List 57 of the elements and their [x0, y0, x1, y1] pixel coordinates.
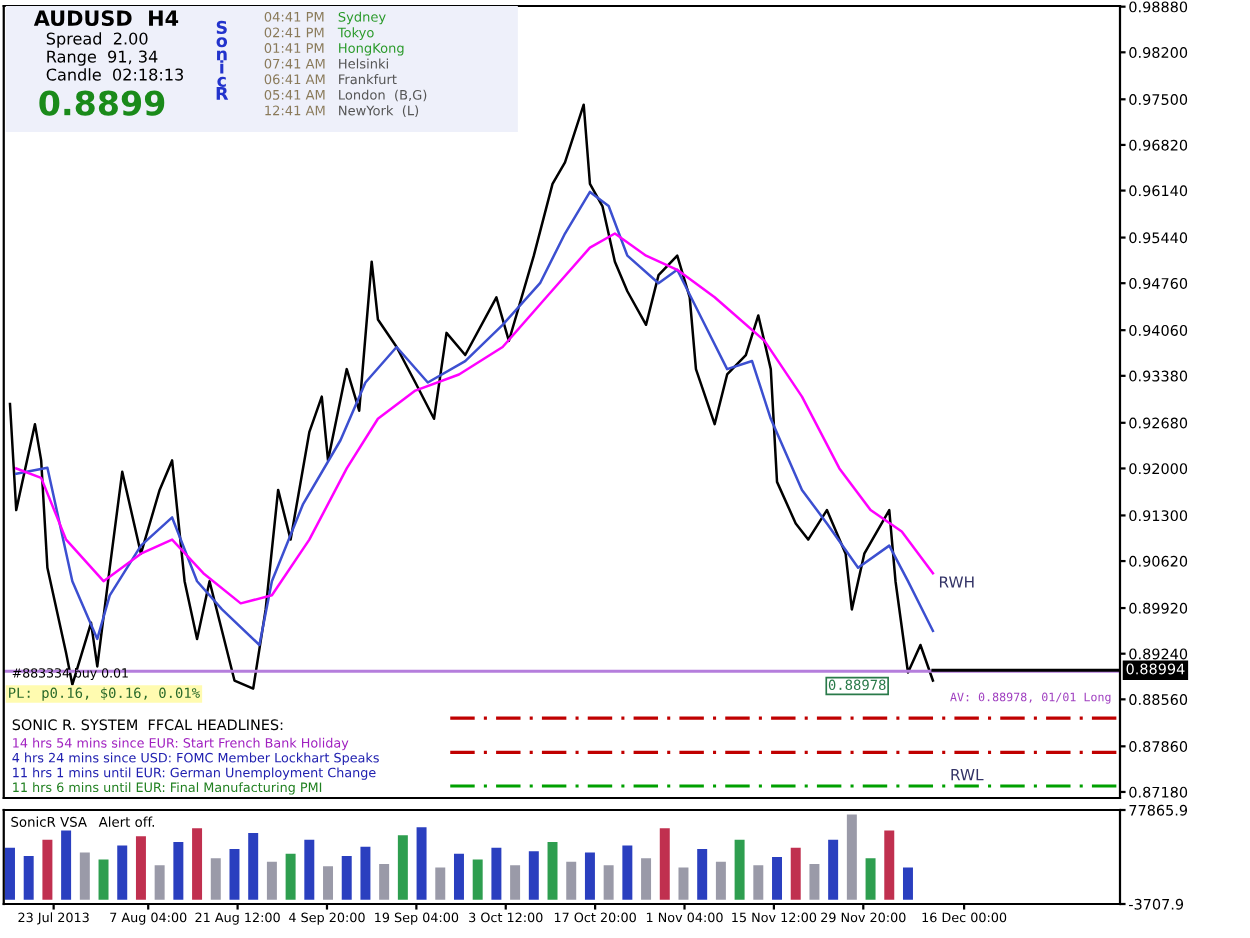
bar [379, 864, 390, 900]
line-series [14, 190, 935, 647]
bar [472, 859, 483, 900]
bar [622, 845, 633, 900]
bar [510, 865, 521, 900]
annotation: Spread 2.00 [46, 32, 148, 48]
chart-title: AUDUSD H4 [33, 10, 179, 27]
bar [734, 839, 745, 900]
bar [678, 867, 689, 900]
bar [397, 835, 408, 900]
bar [846, 814, 857, 900]
bar [61, 830, 72, 900]
bar [809, 864, 820, 900]
bar [641, 858, 652, 900]
bar [266, 861, 277, 900]
bar [790, 847, 801, 900]
bar [491, 847, 502, 900]
bar [5, 847, 15, 900]
bar [603, 865, 614, 900]
bar [210, 858, 221, 900]
bar [697, 849, 708, 900]
bar [547, 842, 558, 900]
bar [566, 861, 577, 900]
bar [285, 853, 296, 900]
bar [248, 832, 259, 900]
bar [229, 849, 240, 900]
bar [323, 866, 334, 900]
bar [753, 865, 764, 900]
bar [341, 855, 352, 900]
bar [135, 836, 146, 900]
bar [884, 830, 895, 900]
bar [154, 865, 165, 900]
bar [79, 852, 90, 900]
bar [865, 858, 876, 900]
bar [659, 828, 670, 900]
annotation: S o n i c R [216, 20, 229, 100]
bar [23, 855, 34, 900]
bar [435, 867, 446, 900]
line-series [14, 232, 935, 605]
bar [902, 867, 913, 900]
bar [453, 853, 464, 900]
bar [584, 852, 595, 900]
bar [360, 846, 371, 900]
bar [828, 839, 839, 900]
bar [192, 828, 203, 900]
annotation: 0.8899 [39, 90, 165, 116]
bar [117, 845, 128, 900]
annotation: Candle 02:18:13 [46, 68, 184, 81]
bar [98, 859, 109, 900]
bar [772, 857, 783, 900]
bar [528, 851, 539, 900]
bar [42, 839, 53, 900]
bar [416, 827, 427, 900]
bar [173, 842, 184, 900]
bar [304, 839, 315, 900]
bar [715, 861, 726, 900]
annotation: Range 91, 34 [47, 50, 158, 66]
